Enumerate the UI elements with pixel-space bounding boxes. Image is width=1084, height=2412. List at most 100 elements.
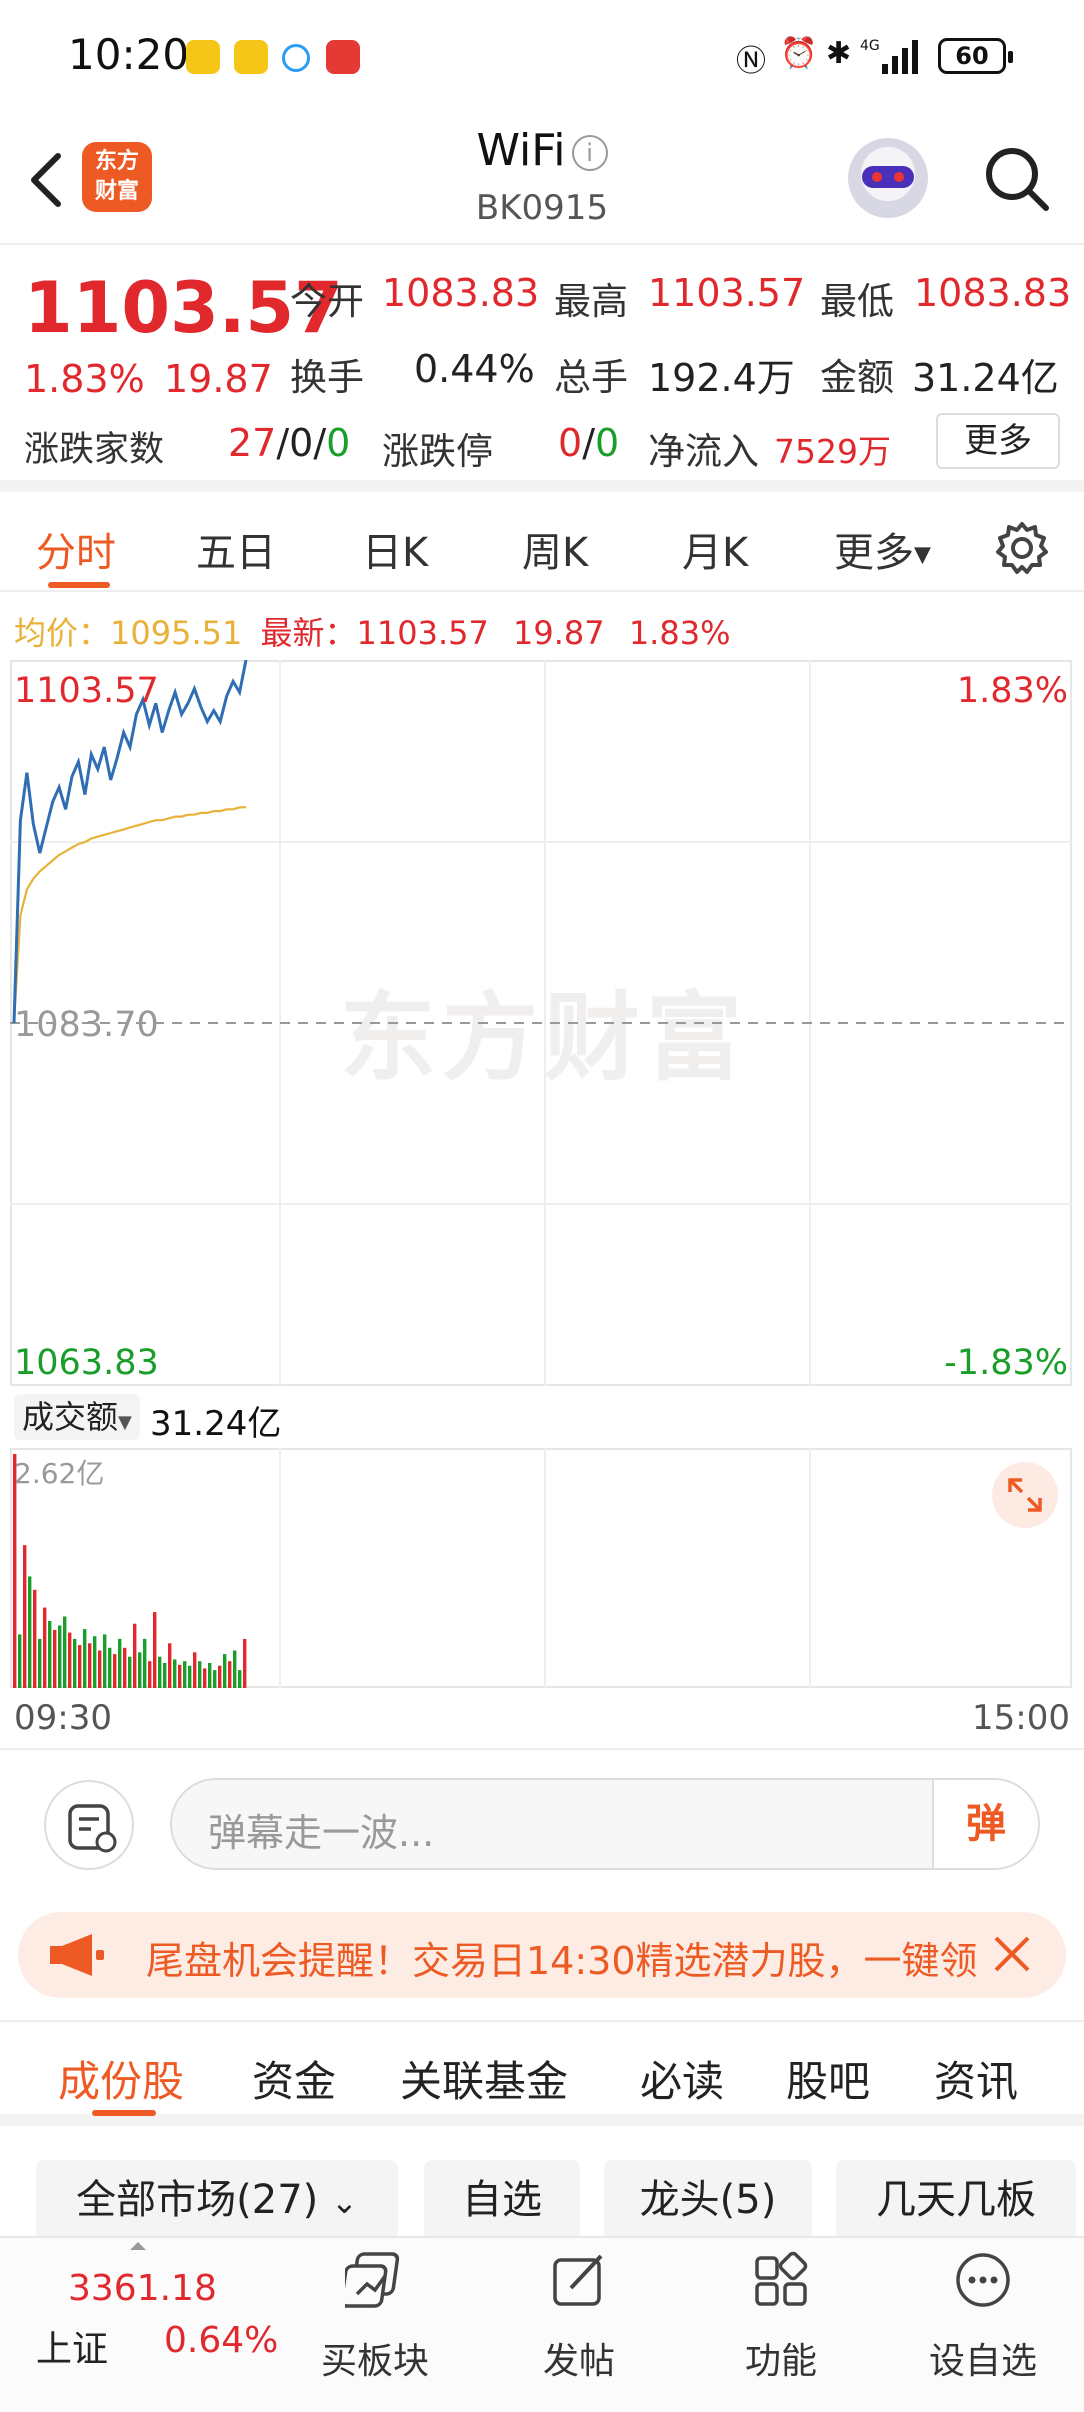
market-filter[interactable]: 全部市场(27) ⌄: [36, 2160, 398, 2240]
change-value: 19.87: [164, 357, 273, 401]
volume-bar: [103, 1634, 107, 1688]
amount-label: 金额: [820, 356, 894, 399]
comment-list-icon[interactable]: [44, 1780, 134, 1870]
volume-bar: [78, 1645, 82, 1688]
tab-constituents[interactable]: 成份股: [58, 2057, 185, 2106]
open-value: 1083.83: [382, 271, 540, 315]
sep: /: [276, 421, 290, 465]
tab-related-funds[interactable]: 关联基金: [400, 2057, 569, 2106]
updown-counts: 27/0/0: [228, 421, 350, 465]
functions-button[interactable]: 功能: [706, 2238, 856, 2412]
huawei-app-icon: [326, 40, 360, 74]
volume-bar: [33, 1589, 37, 1688]
limit-counts: 0/0: [558, 421, 619, 465]
post-button[interactable]: 发帖: [504, 2238, 654, 2412]
tab-intraday[interactable]: 分时: [36, 530, 116, 576]
volume-bar: [188, 1665, 192, 1688]
filter-watchlist[interactable]: 自选: [424, 2160, 580, 2240]
edit-post-icon: [553, 2254, 603, 2306]
signal-4g-icon: 4G: [860, 38, 918, 74]
limit-up-count: 0: [558, 421, 583, 465]
chat-app-icon: [282, 44, 310, 72]
volume-bar: [93, 1636, 97, 1688]
volume-bar: [238, 1670, 242, 1688]
danmu-input[interactable]: 弹幕走一波... 弹: [170, 1778, 1040, 1870]
volume-bars-group: [13, 1454, 247, 1688]
tab-daily-k[interactable]: 日K: [362, 530, 429, 576]
volume-bar: [108, 1647, 112, 1688]
volume-bar: [133, 1623, 137, 1688]
latest-value: 1103.57: [356, 614, 489, 652]
expand-icon[interactable]: [992, 1462, 1058, 1528]
change-percent: 1.83%: [24, 357, 145, 401]
active-tab-indicator: [48, 582, 110, 588]
buy-sector-button[interactable]: 买板块: [300, 2238, 450, 2412]
volume-bar: [38, 1638, 42, 1688]
search-icon[interactable]: [982, 144, 1052, 214]
volume-bar: [83, 1629, 87, 1688]
tab-monthly-k[interactable]: 月K: [682, 530, 749, 576]
tab-stock-bar[interactable]: 股吧: [786, 2057, 871, 2106]
buy-sector-icon: [345, 2252, 400, 2308]
index-name[interactable]: 上证: [36, 2329, 109, 2370]
robot-avatar-icon[interactable]: [848, 138, 928, 218]
sector-code: BK0915: [475, 188, 609, 228]
quote-panel: 1103.57 1.83% 19.87 今开 1083.83 最高 1103.5…: [0, 247, 1084, 492]
more-button[interactable]: 更多: [936, 413, 1060, 469]
notification-app-icon: [186, 40, 220, 74]
volume-bar: [143, 1638, 147, 1688]
volume-bar: [18, 1634, 22, 1688]
tab-news[interactable]: 资讯: [934, 2057, 1019, 2106]
volume-bar: [118, 1638, 122, 1688]
volume-type-selector[interactable]: 成交额▼: [14, 1394, 140, 1440]
amount-value: 31.24亿: [912, 356, 1059, 400]
watermark: 东方财富: [340, 982, 748, 1094]
volume-bar: [28, 1576, 32, 1688]
latest-label: 最新：: [260, 614, 357, 652]
pct-axis-bottom-label: -1.83%: [944, 1343, 1068, 1383]
volume-total: 31.24亿: [150, 1404, 282, 1444]
time-axis-start: 09:30: [14, 1698, 112, 1738]
down-count: 0: [326, 421, 351, 465]
index-price[interactable]: 3361.18: [68, 2268, 217, 2309]
gear-icon[interactable]: [994, 520, 1050, 576]
volume-bar: [13, 1454, 17, 1688]
danmu-button[interactable]: 弹: [932, 1780, 1038, 1868]
tab-capital[interactable]: 资金: [252, 2057, 337, 2106]
volume-type-label: 成交额: [22, 1398, 119, 1436]
volume-bar: [153, 1612, 157, 1688]
close-icon[interactable]: [988, 1930, 1036, 1978]
tab-must-read[interactable]: 必读: [640, 2057, 725, 2106]
last-price: 1103.57: [24, 267, 343, 349]
tab-weekly-k[interactable]: 周K: [522, 530, 589, 576]
info-icon[interactable]: i: [571, 135, 608, 171]
volume-bar: [73, 1638, 77, 1688]
index-change[interactable]: 0.64%: [164, 2320, 279, 2361]
promo-banner[interactable]: 尾盘机会提醒！交易日14:30精选潜力股，一键领: [18, 1912, 1066, 1998]
high-label: 最高: [554, 280, 628, 323]
avg-price-line: [12, 806, 247, 1024]
y-axis-mid-label: 1083.70: [14, 1005, 159, 1045]
filter-leaders[interactable]: 龙头(5): [604, 2160, 812, 2240]
add-watchlist-button[interactable]: 设自选: [908, 2238, 1058, 2412]
netflow-value: 7529万: [774, 432, 891, 471]
tab-more[interactable]: 更多▼: [834, 520, 931, 578]
filter-streak-boards[interactable]: 几天几板: [836, 2160, 1076, 2240]
up-count: 27: [228, 421, 277, 465]
intraday-price-chart[interactable]: 1103.57 1083.70 1063.83 1.83% -1.83%: [10, 660, 1072, 1386]
volume-bar: [203, 1668, 207, 1688]
post-label: 发帖: [542, 2341, 615, 2382]
chart-tabs: 分时 五日 日K 周K 月K 更多▼: [0, 504, 1084, 592]
volume-bar: [228, 1661, 232, 1688]
sep: /: [582, 421, 595, 465]
volume-bar: [98, 1650, 102, 1688]
chevron-left-icon[interactable]: [24, 150, 68, 210]
banner-text: 尾盘机会提醒！交易日14:30精选潜力股，一键领: [146, 1939, 978, 1983]
danmu-placeholder: 弹幕走一波...: [208, 1811, 435, 1855]
tab-five-day[interactable]: 五日: [196, 530, 276, 576]
turnover-label: 换手: [290, 356, 364, 399]
avg-label: 均价：: [14, 614, 111, 652]
volume-bar: [178, 1664, 182, 1688]
avg-value: 1095.51: [110, 614, 243, 652]
buy-sector-label: 买板块: [320, 2341, 429, 2382]
